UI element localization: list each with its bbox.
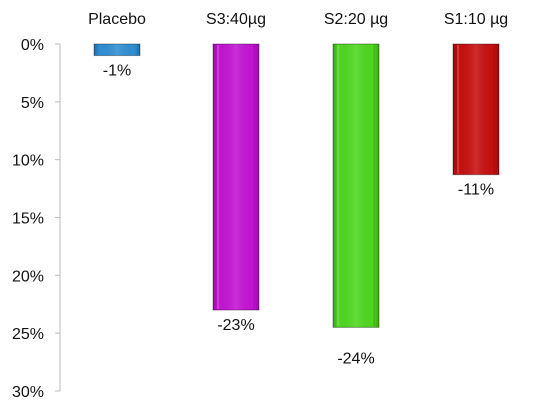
data-label: -1% [103, 63, 131, 80]
bar-3 [332, 43, 380, 328]
data-label: -23% [217, 317, 254, 334]
y-tick-label: 15% [12, 211, 44, 228]
category-label: S2:20 µg [324, 11, 388, 28]
bar-2 [212, 43, 260, 311]
bar-4 [452, 43, 500, 176]
y-tick-label: 0% [21, 37, 44, 54]
bar-bevel-shading [94, 44, 140, 56]
data-label: -11% [458, 182, 494, 199]
category-label: S1:10 µg [444, 11, 508, 28]
bar-bevel-shading [213, 44, 259, 311]
y-tick-label: 30% [12, 384, 44, 401]
bar-bevel-shading [333, 44, 379, 328]
category-label: Placebo [88, 11, 146, 28]
bar-bevel-shading [453, 44, 499, 175]
category-label: S3:40µg [206, 11, 266, 28]
y-tick-label: 10% [12, 153, 44, 170]
bar-1 [93, 43, 141, 57]
y-axis-ticks: 0% 5% 10% 15% 20% 25% 30% [12, 37, 60, 401]
data-label: -24% [337, 350, 374, 367]
y-tick-label: 25% [12, 326, 44, 343]
bars-group [93, 43, 500, 328]
labels-group: Placebo -1% S3:40µg -23% S2:20 µg -24% S1:10 µ… [88, 11, 508, 367]
y-tick-label: 5% [21, 95, 44, 112]
y-tick-label: 20% [12, 268, 44, 285]
